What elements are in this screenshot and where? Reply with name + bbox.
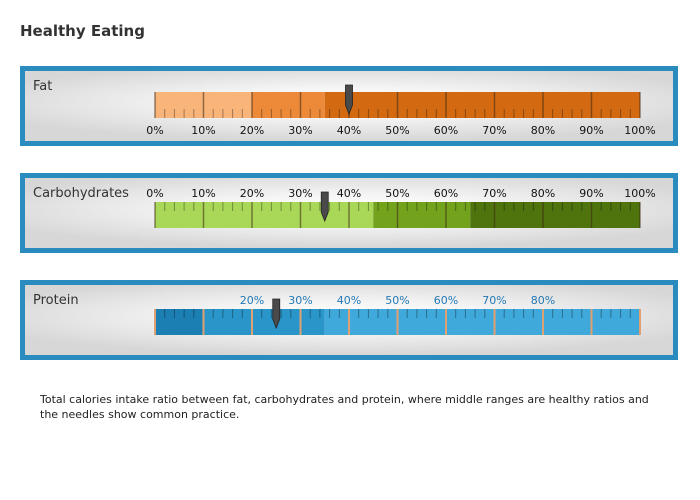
fat-tick-label: 80% <box>531 124 555 137</box>
carbohydrates-range-2 <box>470 202 640 228</box>
page-title: Healthy Eating <box>20 22 145 40</box>
protein-gauge-label: Protein <box>33 293 79 308</box>
carbohydrates-tick-label: 10% <box>191 187 215 200</box>
carbohydrates-gauge-label: Carbohydrates <box>33 186 129 201</box>
fat-tick-label: 70% <box>482 124 506 137</box>
carbohydrates-tick-label: 50% <box>385 187 409 200</box>
carbohydrates-tick-label: 100% <box>624 187 655 200</box>
carbohydrates-gauge: 0% 10% 20% 30% 40% 50% 60% 70% 80% 90% 100% <box>146 187 656 228</box>
fat-gauge-label: Fat <box>33 79 53 94</box>
protein-gauge: 20% 30% 40% 50% 60% 70% 80% <box>154 294 641 335</box>
carbohydrates-gauge-panel: Carbohydrates 0% 10% 20% 30% 40% 50% 60% 70% 80%… <box>20 173 678 253</box>
fat-gauge: 0% 10% 20% 30% 40% 50% 60% 70% 80% 90% 100% <box>146 84 656 137</box>
fat-needle <box>345 84 353 116</box>
carbohydrates-tick-label: 80% <box>531 187 555 200</box>
protein-gauge-panel: Protein 20% 30% 40% 50% 60% 70% 80% <box>20 280 678 360</box>
fat-range-1 <box>252 92 325 118</box>
carbohydrates-tick-label: 90% <box>579 187 603 200</box>
protein-needle <box>272 298 281 330</box>
fat-range-2 <box>324 92 640 118</box>
carbohydrates-tick-label: 20% <box>240 187 264 200</box>
carbohydrates-tick-label: 70% <box>482 187 506 200</box>
carbohydrates-tick-label: 60% <box>434 187 458 200</box>
fat-tick-label: 30% <box>288 124 312 137</box>
carbohydrates-needle <box>320 191 329 223</box>
protein-range-2 <box>324 309 640 335</box>
carbohydrates-tick-label: 0% <box>146 187 163 200</box>
fat-tick-label: 90% <box>579 124 603 137</box>
carbohydrates-tick-label: 40% <box>337 187 361 200</box>
fat-tick-label: 10% <box>191 124 215 137</box>
protein-tick-label: 50% <box>385 294 409 307</box>
chart-description: Total calories intake ratio between fat,… <box>40 393 649 421</box>
fat-gauge-panel: Fat 0% 10% 20% 30% 40% 50% 60% 70% 80% 90% 100% <box>20 66 678 146</box>
protein-tick-label: 40% <box>337 294 361 307</box>
fat-tick-label: 0% <box>146 124 163 137</box>
fat-tick-label: 100% <box>624 124 655 137</box>
carbohydrates-range-1 <box>373 202 471 228</box>
carbohydrates-range-0 <box>155 202 374 228</box>
protein-tick-label: 60% <box>434 294 458 307</box>
protein-tick-label: 20% <box>240 294 264 307</box>
protein-tick-label: 70% <box>482 294 506 307</box>
fat-tick-label: 50% <box>385 124 409 137</box>
carbohydrates-tick-label: 30% <box>288 187 312 200</box>
fat-tick-label: 20% <box>240 124 264 137</box>
protein-range-0 <box>155 309 204 335</box>
protein-range-1 <box>203 309 325 335</box>
protein-tick-label: 30% <box>288 294 312 307</box>
fat-tick-label: 60% <box>434 124 458 137</box>
protein-tick-label: 80% <box>531 294 555 307</box>
fat-tick-label: 40% <box>337 124 361 137</box>
